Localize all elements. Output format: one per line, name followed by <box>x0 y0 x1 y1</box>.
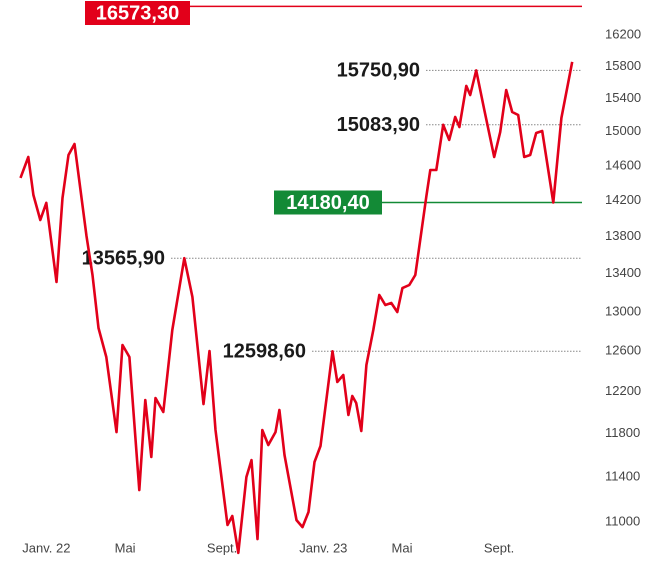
annotation-label: 13565,90 <box>82 248 165 270</box>
y-tick-label: 11400 <box>605 469 640 484</box>
annotation-label: 15083,90 <box>337 114 420 136</box>
x-tick-label: Sept. <box>207 540 237 555</box>
annotation-label: 12598,60 <box>223 341 306 363</box>
x-tick-label: Janv. 23 <box>299 540 347 555</box>
y-tick-label: 14200 <box>605 192 641 207</box>
y-tick-label: 16200 <box>605 26 641 41</box>
line <box>19 61 574 555</box>
y-tick-label: 11800 <box>605 425 640 440</box>
y-tick-label: 12200 <box>605 383 641 398</box>
x-tick-label: Sept. <box>484 540 514 555</box>
y-tick-label: 15400 <box>605 90 641 105</box>
annotation-label: 16573,30 <box>96 2 179 24</box>
y-tick-label: 11000 <box>605 513 640 528</box>
y-tick-label: 13800 <box>605 228 641 243</box>
annotation-box <box>274 190 382 215</box>
annotation-label: 14180,40 <box>286 192 369 214</box>
x-tick-label: Janv. 22 <box>22 540 70 555</box>
y-tick-label: 14600 <box>605 157 641 172</box>
x-tick-label: Mai <box>115 540 136 555</box>
y-tick-label: 15800 <box>605 58 641 73</box>
annotation-label: 15750,90 <box>337 60 420 82</box>
y-tick-label: 12600 <box>605 343 641 358</box>
y-tick-label: 15000 <box>605 123 641 138</box>
y-tick-label: 13000 <box>605 303 641 318</box>
y-tick-label: 13400 <box>605 265 641 280</box>
x-tick-label: Mai <box>392 540 413 555</box>
annotation-box <box>85 1 190 25</box>
